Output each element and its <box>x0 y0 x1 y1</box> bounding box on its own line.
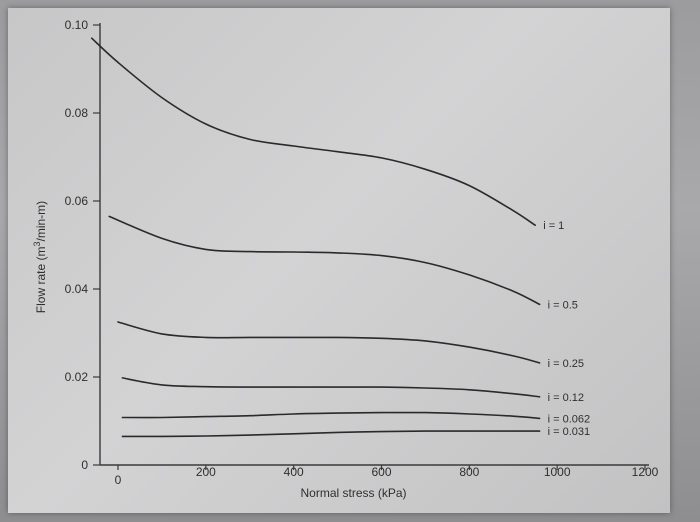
x-axis-title: Normal stress (kPa) <box>300 486 406 500</box>
series-line <box>121 377 541 398</box>
x-tick-label: 1000 <box>544 465 571 479</box>
x-tick-label: 400 <box>284 465 304 479</box>
x-tick-label: 0 <box>115 473 122 487</box>
y-tick-label: 0.08 <box>65 106 89 120</box>
curve-label: i = 1 <box>543 220 564 232</box>
y-tick-label: 0 <box>81 458 88 472</box>
y-tick-label: 0.10 <box>65 18 89 32</box>
curve-label: i = 0.12 <box>548 392 584 404</box>
x-tick-label: 200 <box>196 465 216 479</box>
x-ticks: 0 200 400 600 800 1000 1200 <box>115 465 659 487</box>
series-curves <box>90 37 541 438</box>
chart-page <box>8 8 670 513</box>
curve-label: i = 0.25 <box>548 358 584 370</box>
curve-label: i = 0.5 <box>548 299 578 311</box>
series-line <box>121 430 541 438</box>
y-tick-label: 0.04 <box>65 282 89 296</box>
curve-label: i = 0.062 <box>548 413 591 425</box>
series-line <box>108 215 541 306</box>
y-tick-label: 0.02 <box>65 370 89 384</box>
y-axis-title-superscript: 3 <box>32 241 42 246</box>
curve-label: i = 0.031 <box>548 426 591 438</box>
series-line <box>121 411 541 420</box>
y-axis-title-main: Flow rate (m <box>34 247 48 314</box>
x-tick-label: 1200 <box>632 465 659 479</box>
x-tick-label: 800 <box>459 465 479 479</box>
y-tick-label: 0.06 <box>65 194 89 208</box>
series-line <box>90 37 536 226</box>
series-line <box>117 321 541 364</box>
y-ticks: 0 0.02 0.04 0.06 0.08 0.10 <box>65 18 100 472</box>
x-tick-label: 600 <box>371 465 391 479</box>
y-axis-title-rest: /min-m) <box>34 201 48 242</box>
y-axis-title: Flow rate (m3/min-m) <box>32 201 48 313</box>
